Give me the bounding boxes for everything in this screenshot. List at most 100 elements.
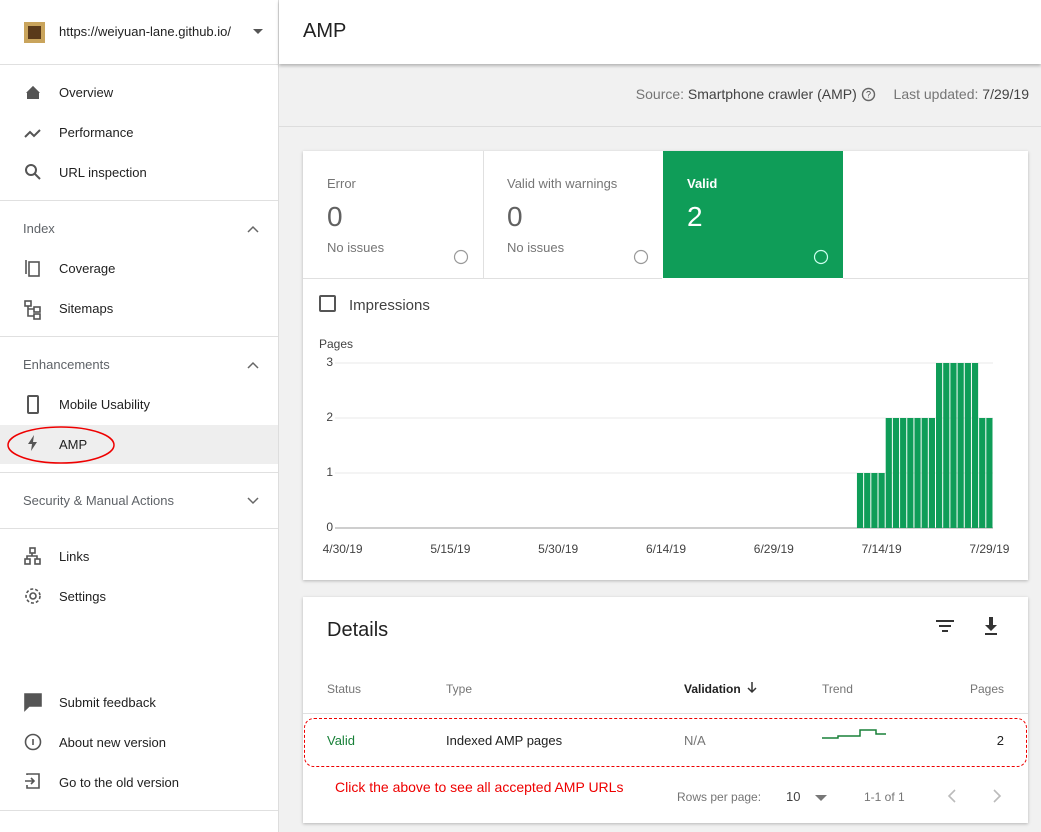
x-tick-label: 6/29/19 bbox=[754, 542, 794, 556]
nav-item[interactable]: Coverage bbox=[59, 261, 115, 276]
column-header[interactable]: Trend bbox=[822, 682, 853, 696]
bar bbox=[893, 418, 899, 528]
bar bbox=[979, 418, 985, 528]
tile-label: Valid bbox=[687, 176, 717, 191]
bar bbox=[929, 418, 935, 528]
dropdown-icon[interactable] bbox=[253, 29, 263, 35]
divider bbox=[303, 713, 1028, 714]
help-icons bbox=[453, 249, 953, 265]
bar bbox=[871, 473, 877, 528]
svg-text:?: ? bbox=[866, 89, 871, 99]
bar bbox=[950, 363, 956, 528]
y-tick-label: 2 bbox=[326, 410, 333, 424]
y-tick-label: 1 bbox=[326, 465, 333, 479]
collapse-icon[interactable] bbox=[247, 361, 259, 369]
y-tick-label: 3 bbox=[326, 355, 333, 369]
column-header[interactable]: Status bbox=[327, 682, 361, 696]
divider bbox=[0, 336, 278, 337]
divider bbox=[843, 278, 1028, 279]
y-tick-label: 0 bbox=[326, 520, 333, 534]
bar bbox=[864, 473, 870, 528]
chart: Pages 0 1 2 3 4/30/19 5/15/19 5/30/19 6/14/19 6/… bbox=[303, 331, 1028, 571]
tile-label: Valid with warnings bbox=[507, 176, 617, 191]
impressions-label[interactable]: Impressions bbox=[349, 297, 430, 314]
bar bbox=[879, 473, 885, 528]
pager[interactable] bbox=[946, 788, 1006, 804]
annotation-ellipse bbox=[0, 420, 120, 470]
nav-item[interactable]: Settings bbox=[59, 589, 106, 604]
source-value: Smartphone crawler (AMP) bbox=[688, 86, 857, 102]
column-header[interactable]: Pages bbox=[970, 682, 1004, 696]
nav-item[interactable]: Links bbox=[59, 549, 89, 564]
details-title: Details bbox=[327, 619, 388, 642]
page-range: 1-1 of 1 bbox=[864, 790, 905, 804]
nav-icons bbox=[24, 547, 42, 607]
nav-icons bbox=[24, 259, 42, 321]
divider bbox=[0, 810, 278, 811]
x-tick-label: 5/30/19 bbox=[538, 542, 578, 556]
bar bbox=[857, 473, 863, 528]
divider bbox=[0, 472, 278, 473]
annotation-box bbox=[304, 718, 1027, 767]
nav-item[interactable]: Performance bbox=[59, 125, 133, 140]
x-tick-label: 6/14/19 bbox=[646, 542, 686, 556]
summary-card: Error 0 No issues Valid with warnings 0 … bbox=[303, 151, 1028, 580]
x-tick-label: 4/30/19 bbox=[323, 542, 363, 556]
section-title[interactable]: Security & Manual Actions bbox=[23, 493, 174, 508]
divider bbox=[0, 528, 278, 529]
nav-icons bbox=[24, 693, 42, 793]
tile-label: Error bbox=[327, 176, 356, 191]
nav-item[interactable]: Sitemaps bbox=[59, 301, 113, 316]
bar bbox=[986, 418, 992, 528]
collapse-icon[interactable] bbox=[247, 225, 259, 233]
tile-note: No issues bbox=[327, 240, 384, 255]
bar bbox=[943, 363, 949, 528]
x-tick-label: 7/14/19 bbox=[862, 542, 902, 556]
updated-label: Last updated: bbox=[894, 86, 979, 102]
bar bbox=[972, 363, 978, 528]
column-header[interactable]: Type bbox=[446, 682, 472, 696]
page-title: AMP bbox=[303, 20, 346, 43]
help-icon[interactable]: ? bbox=[861, 87, 876, 102]
divider bbox=[279, 126, 1041, 127]
nav-item[interactable]: Submit feedback bbox=[59, 695, 156, 710]
nav-item[interactable]: Overview bbox=[59, 85, 113, 100]
details-card: Details Status Type Validation Trend Pag… bbox=[303, 597, 1028, 823]
expand-icon[interactable] bbox=[247, 497, 259, 505]
section-title[interactable]: Enhancements bbox=[23, 357, 110, 372]
bar bbox=[922, 418, 928, 528]
nav-icons bbox=[24, 84, 42, 184]
bar bbox=[900, 418, 906, 528]
checkbox[interactable] bbox=[319, 295, 336, 312]
x-tick-label: 7/29/19 bbox=[969, 542, 1009, 556]
bar bbox=[958, 363, 964, 528]
top-bar bbox=[279, 0, 1041, 64]
bar bbox=[914, 418, 920, 528]
bar bbox=[965, 363, 971, 528]
tile-count: 2 bbox=[687, 201, 703, 233]
site-icon bbox=[24, 22, 45, 43]
toolbar-icons[interactable] bbox=[935, 615, 1005, 637]
rows-per-page[interactable]: 10 bbox=[786, 789, 800, 804]
tile-count: 0 bbox=[327, 201, 343, 233]
x-tick-label: 5/15/19 bbox=[430, 542, 470, 556]
bar bbox=[886, 418, 892, 528]
annotation-text: Click the above to see all accepted AMP … bbox=[335, 779, 623, 795]
divider bbox=[0, 200, 278, 201]
bar bbox=[936, 363, 942, 528]
nav-item[interactable]: Go to the old version bbox=[59, 775, 179, 790]
nav-item[interactable]: URL inspection bbox=[59, 165, 147, 180]
dropdown-icon[interactable] bbox=[815, 795, 827, 802]
column-header[interactable]: Validation bbox=[684, 682, 741, 696]
site-url[interactable]: https://weiyuan-lane.github.io/ bbox=[59, 24, 231, 39]
y-axis-label: Pages bbox=[319, 337, 353, 351]
rows-per-page-label: Rows per page: bbox=[677, 790, 761, 804]
section-title[interactable]: Index bbox=[23, 221, 55, 236]
divider bbox=[0, 64, 278, 65]
nav-item[interactable]: About new version bbox=[59, 735, 166, 750]
updated-value: 7/29/19 bbox=[982, 86, 1029, 102]
sort-icon[interactable] bbox=[746, 681, 758, 694]
bar bbox=[907, 418, 913, 528]
nav-item[interactable]: Mobile Usability bbox=[59, 397, 150, 412]
